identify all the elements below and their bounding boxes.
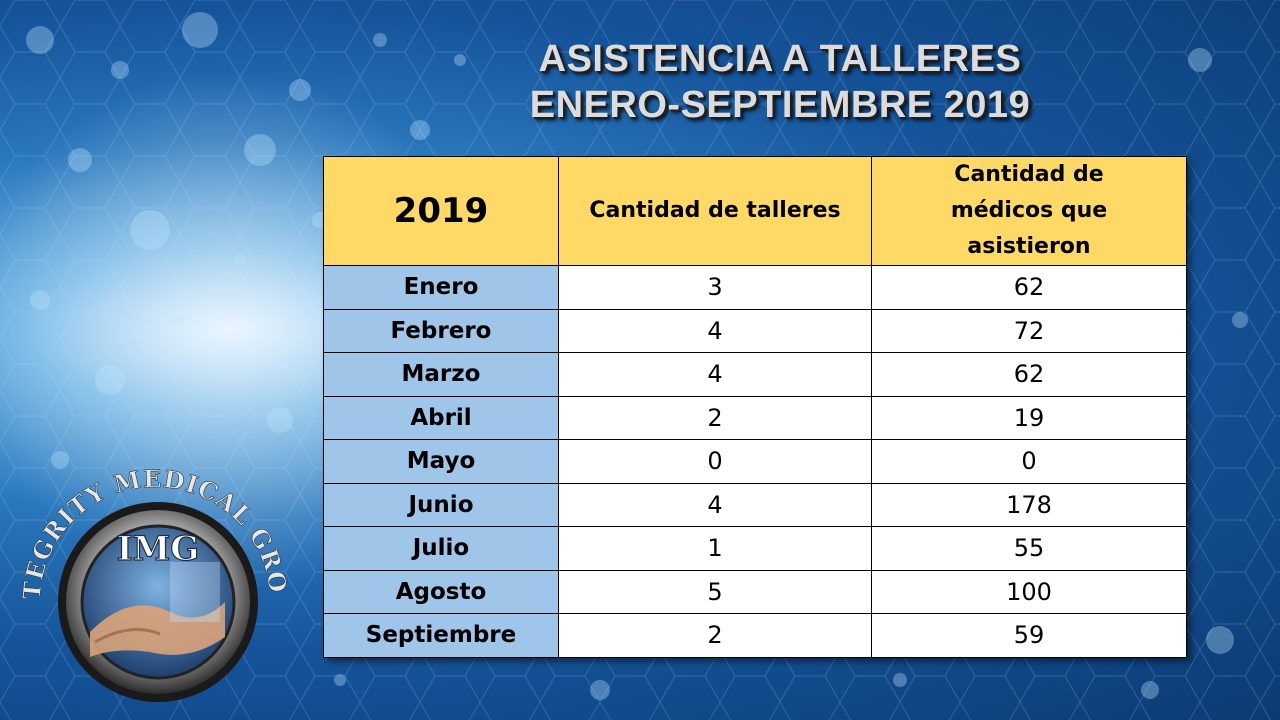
- table-header-row: 2019 Cantidad de talleres Cantidad de mé…: [323, 156, 1187, 266]
- month-cell: Abril: [323, 395, 559, 440]
- talleres-cell: 1: [558, 526, 872, 571]
- table-row: Marzo 4 62: [323, 352, 1187, 397]
- title-line-1: ASISTENCIA A TALLERES: [538, 38, 1022, 80]
- table-row: Febrero 4 72: [323, 308, 1187, 353]
- month-cell: Enero: [323, 265, 559, 310]
- medicos-cell: 62: [871, 265, 1187, 310]
- month-cell: Marzo: [323, 352, 559, 397]
- talleres-cell: 2: [558, 395, 872, 440]
- table-row: Mayo 0 0: [323, 439, 1187, 484]
- medicos-cell: 62: [871, 352, 1187, 397]
- medicos-cell: 72: [871, 308, 1187, 353]
- medicos-cell: 59: [871, 613, 1187, 658]
- table-row: Agosto 5 100: [323, 569, 1187, 614]
- medicos-cell: 55: [871, 526, 1187, 571]
- header-year: 2019: [323, 156, 559, 266]
- month-cell: Mayo: [323, 439, 559, 484]
- month-cell: Junio: [323, 482, 559, 527]
- page-title: ASISTENCIA A TALLERES ENERO-SEPTIEMBRE 2…: [470, 36, 1090, 128]
- talleres-cell: 3: [558, 265, 872, 310]
- month-cell: Julio: [323, 526, 559, 571]
- header-medicos: Cantidad de médicos que asistieron: [871, 156, 1187, 266]
- talleres-cell: 2: [558, 613, 872, 658]
- title-line-2: ENERO-SEPTIEMBRE 2019: [529, 84, 1031, 126]
- talleres-cell: 4: [558, 352, 872, 397]
- img-logo: INTEGRITY MEDICAL GROUP IMG: [8, 439, 292, 712]
- table-row: Septiembre 2 59: [323, 613, 1187, 658]
- table-row: Julio 1 55: [323, 526, 1187, 571]
- month-cell: Agosto: [323, 569, 559, 614]
- medicos-cell: 19: [871, 395, 1187, 440]
- attendance-table: 2019 Cantidad de talleres Cantidad de mé…: [323, 156, 1187, 658]
- month-cell: Septiembre: [323, 613, 559, 658]
- table-row: Junio 4 178: [323, 482, 1187, 527]
- medicos-cell: 178: [871, 482, 1187, 527]
- talleres-cell: 0: [558, 439, 872, 484]
- header-talleres: Cantidad de talleres: [558, 156, 872, 266]
- medicos-cell: 100: [871, 569, 1187, 614]
- talleres-cell: 4: [558, 482, 872, 527]
- talleres-cell: 5: [558, 569, 872, 614]
- svg-text:IMG: IMG: [117, 529, 200, 569]
- medicos-cell: 0: [871, 439, 1187, 484]
- table-row: Enero 3 62: [323, 265, 1187, 310]
- table-row: Abril 2 19: [323, 395, 1187, 440]
- img-logo-icon: INTEGRITY MEDICAL GROUP IMG: [8, 439, 292, 702]
- talleres-cell: 4: [558, 308, 872, 353]
- month-cell: Febrero: [323, 308, 559, 353]
